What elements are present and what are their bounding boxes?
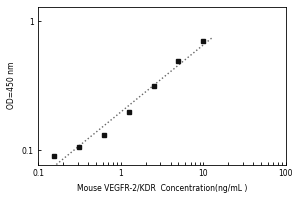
Y-axis label: OD=450 nm: OD=450 nm — [7, 62, 16, 109]
X-axis label: Mouse VEGFR-2/KDR  Concentration(ng/mL ): Mouse VEGFR-2/KDR Concentration(ng/mL ) — [77, 184, 247, 193]
